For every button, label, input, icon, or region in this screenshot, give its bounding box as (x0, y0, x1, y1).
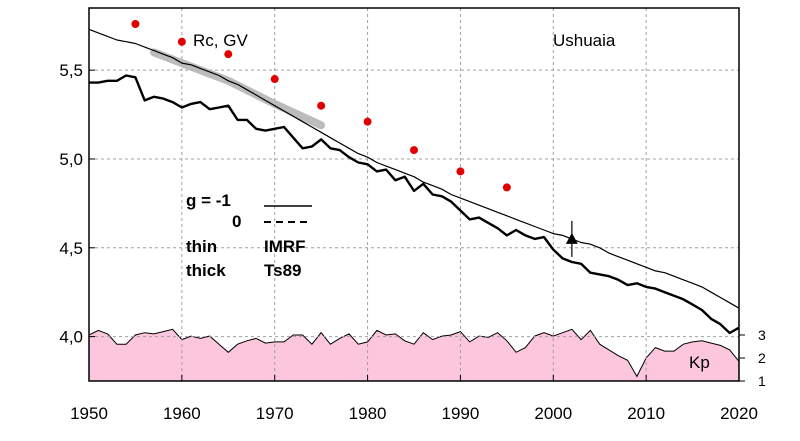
series-thick-line (89, 74, 740, 335)
kp-area-layer (88, 328, 740, 381)
legend-row-4-value: Ts89 (264, 261, 302, 280)
kp-tick-label: 1 (758, 373, 766, 389)
legend: g = -1 0 thin IMRF thick Ts89 (186, 191, 312, 280)
y-tick-label: 4,0 (59, 328, 83, 347)
data-point (456, 167, 465, 176)
kp-tick-label: 3 (758, 327, 766, 343)
kp-line (88, 328, 740, 378)
data-point (270, 75, 279, 84)
series-thin-line (88, 28, 740, 309)
x-tick-label: 1990 (442, 404, 480, 423)
kp-tick-label: 2 (758, 350, 766, 366)
data-point (131, 19, 140, 28)
axes: 1950 1960 1970 1980 1990 2000 2010 2020 4,0 4,5 5,… (59, 61, 766, 423)
y-tick-label: 5,0 (59, 150, 83, 169)
triangle-marker (565, 232, 578, 244)
y-tick-label: 4,5 (59, 239, 83, 258)
legend-row-3-label: thin (186, 237, 217, 256)
series-layer (88, 28, 740, 335)
points-layer (131, 19, 511, 192)
kp-label: Kp (689, 353, 710, 372)
data-point (363, 117, 372, 126)
data-point (224, 50, 233, 59)
x-tick-label: 2000 (534, 404, 572, 423)
marker-layer (565, 220, 578, 257)
x-tick-label: 1980 (349, 404, 387, 423)
y-tick-label: 5,5 (59, 61, 83, 80)
data-point (410, 146, 418, 155)
legend-row-1-label: g = -1 (186, 191, 231, 210)
x-tick-label: 1960 (163, 404, 201, 423)
data-point (502, 183, 511, 192)
legend-row-3-value: IMRF (264, 237, 306, 256)
legend-row-4-label: thick (186, 261, 226, 280)
chart-title: Ushuaia (553, 31, 616, 50)
plot-frame (88, 7, 740, 382)
data-point (317, 101, 326, 110)
legend-row-2-label: 0 (232, 212, 241, 231)
x-tick-label: 2020 (720, 404, 758, 423)
kp-area (89, 329, 739, 381)
data-point (177, 37, 186, 46)
x-tick-label: 2010 (627, 404, 665, 423)
x-tick-label: 1970 (256, 404, 294, 423)
y-axis-label: Rc, GV (193, 31, 248, 50)
x-tick-label: 1950 (70, 404, 108, 423)
